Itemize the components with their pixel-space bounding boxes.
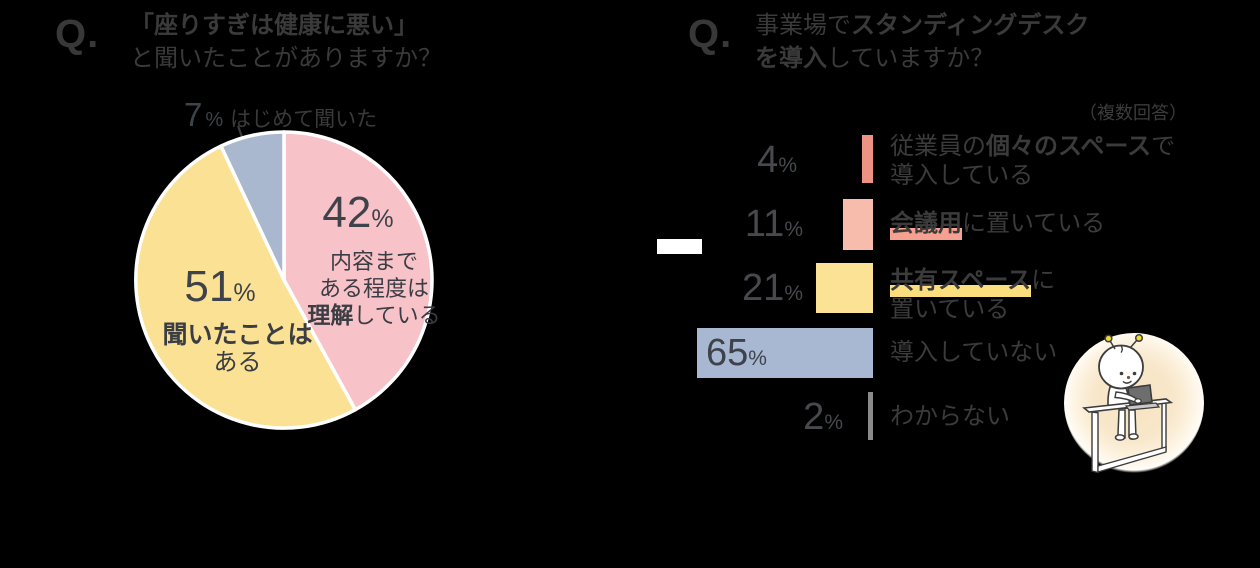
pie-slice-heard — [134, 144, 358, 430]
mascot-legs — [1114, 409, 1139, 441]
mascot-standing-desk-illustration — [1064, 333, 1204, 474]
pie-value-51: 51% — [184, 262, 256, 311]
bar-label-1: 従業員の個々のスペースで 導入している — [890, 133, 1176, 189]
pie-label-understand: 内容まで ある程度は 理解している — [307, 249, 441, 328]
bar-not-introduced — [697, 328, 873, 378]
bar-value-1: 4% — [757, 139, 797, 181]
question-title-left-bold: 「座りすぎは健康に悪い」 — [130, 12, 418, 39]
bar-label-5: わからない — [890, 403, 1010, 430]
multiple-answers-note: （複数回答） — [1079, 103, 1187, 123]
bar-label-3: 共有スペースに 置いている — [890, 267, 1056, 323]
mascot-arm — [1114, 391, 1142, 404]
bar-value-3: 21% — [742, 267, 803, 309]
bar-label-2: 会議用に置いている — [890, 199, 1105, 249]
question-title-right-rest: していますか？ — [827, 45, 995, 72]
pie-value-42: 42% — [322, 188, 394, 237]
pie-chart — [134, 130, 434, 430]
pie-slice-first-time — [219, 130, 286, 282]
question-title-right: 事業場でスタンディングデスク を導入していますか？ — [755, 9, 1089, 75]
pie-callout: 7% はじめて聞いた — [184, 96, 377, 134]
question-mark-right: Q. — [688, 12, 733, 56]
mascot-head — [1098, 344, 1144, 390]
laptop — [1124, 384, 1161, 411]
question-title-right-bold2: を導入 — [755, 45, 827, 72]
pie-slice-understand — [282, 130, 434, 412]
pie-callout-value: 7 — [184, 96, 203, 133]
question-title-left: 「座りすぎは健康に悪い」 と聞いたことがありますか？ — [130, 9, 442, 75]
pie-label-heard: 聞いたことは ある — [162, 321, 313, 377]
bar-meeting-room — [843, 199, 873, 250]
bar-value-2: 11% — [744, 203, 803, 245]
bar-value-5: 2% — [803, 396, 843, 438]
bar-dont-know — [868, 392, 873, 440]
bar-shared-space — [816, 263, 873, 313]
bar-label-4: 導入していない — [890, 339, 1058, 366]
question-title-left-rest: と聞いたことがありますか？ — [130, 45, 442, 72]
mascot-antennae — [1104, 333, 1144, 350]
question-title-right-pre: 事業場で — [755, 12, 851, 39]
bar-individual-space — [862, 135, 873, 183]
mascot-face — [1119, 371, 1137, 384]
question-title-right-bold1: スタンディングデスク — [851, 12, 1090, 39]
pie-callout-label: はじめて聞いた — [230, 108, 378, 131]
white-dash-mark — [657, 239, 702, 254]
mascot-head-crease — [1120, 345, 1123, 354]
pie-callout-unit: % — [205, 109, 224, 131]
bar-value-4: 65% — [706, 332, 767, 374]
question-mark-left: Q. — [55, 12, 100, 56]
